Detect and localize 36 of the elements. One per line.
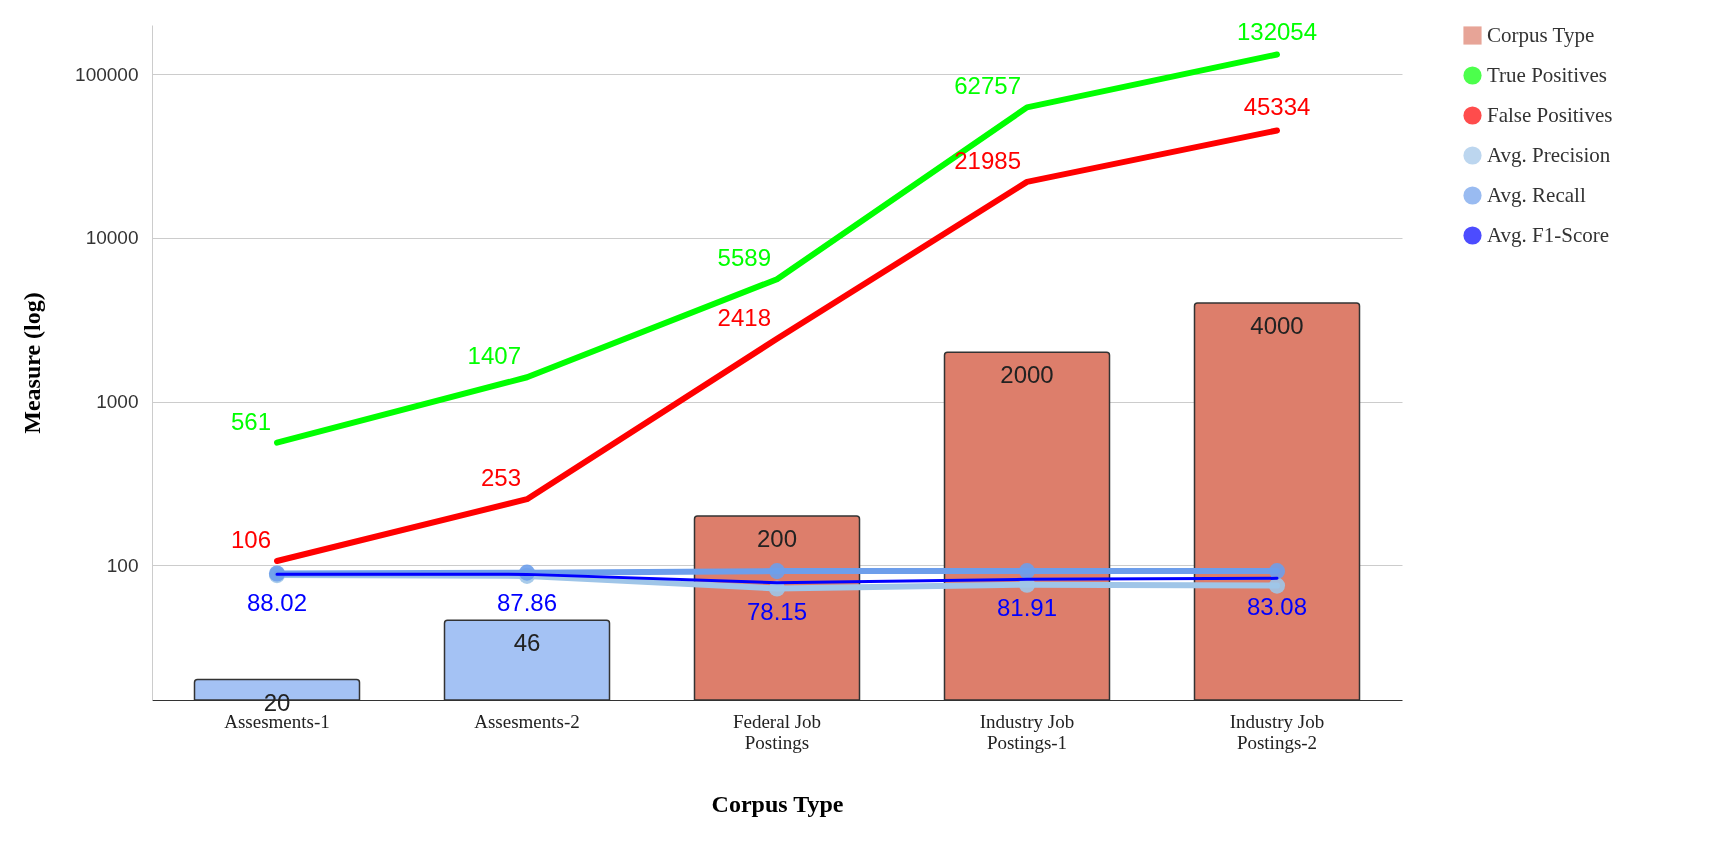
data-label: 561 (230, 407, 271, 435)
data-label: 62757 (954, 72, 1021, 100)
x-tick-label: Industry Job Postings-1 (979, 710, 1075, 753)
y-tick-label: 100 (106, 554, 139, 576)
data-label: 1407 (467, 342, 521, 370)
data-label: 5589 (717, 244, 771, 272)
y-tick-label: 10000 (85, 227, 139, 249)
x-tick-label: Industry Job Postings-2 (1229, 710, 1325, 753)
x-axis-title: Corpus Type (711, 790, 844, 817)
data-label: 81.91 (996, 594, 1058, 622)
legend-label: Avg. Recall (1487, 182, 1586, 207)
data-label: 2000 (1000, 361, 1054, 389)
data-label: 78.15 (746, 597, 808, 625)
data-label: 132054 (1236, 17, 1318, 45)
x-tick-label: Assesments-2 (474, 710, 580, 732)
data-label: 200 (756, 524, 798, 552)
y-tick-label: 1000 (96, 391, 139, 413)
x-tick-label: Assesments-1 (224, 710, 330, 732)
data-label: 45334 (1243, 93, 1311, 121)
y-axis-title: Measure (log) (19, 292, 46, 434)
data-label: 253 (480, 464, 521, 492)
data-label: 87.86 (496, 589, 558, 617)
data-label: 21985 (954, 146, 1021, 174)
legend-label: True Positives (1487, 62, 1608, 87)
data-label: 83.08 (1246, 593, 1308, 621)
data-label: 88.02 (246, 589, 308, 617)
legend-label: Avg. Precision (1487, 142, 1611, 167)
data-label: 2418 (717, 303, 771, 331)
data-label: 106 (230, 526, 271, 554)
x-tick-label: Federal Job Postings (732, 710, 822, 753)
legend-label: Corpus Type (1487, 22, 1595, 47)
data-label: 46 (513, 629, 541, 657)
legend-label: False Positives (1487, 102, 1613, 127)
data-label: 4000 (1250, 312, 1304, 340)
legend-label: Avg. F1-Score (1487, 222, 1610, 247)
y-tick-label: 100000 (75, 63, 139, 85)
